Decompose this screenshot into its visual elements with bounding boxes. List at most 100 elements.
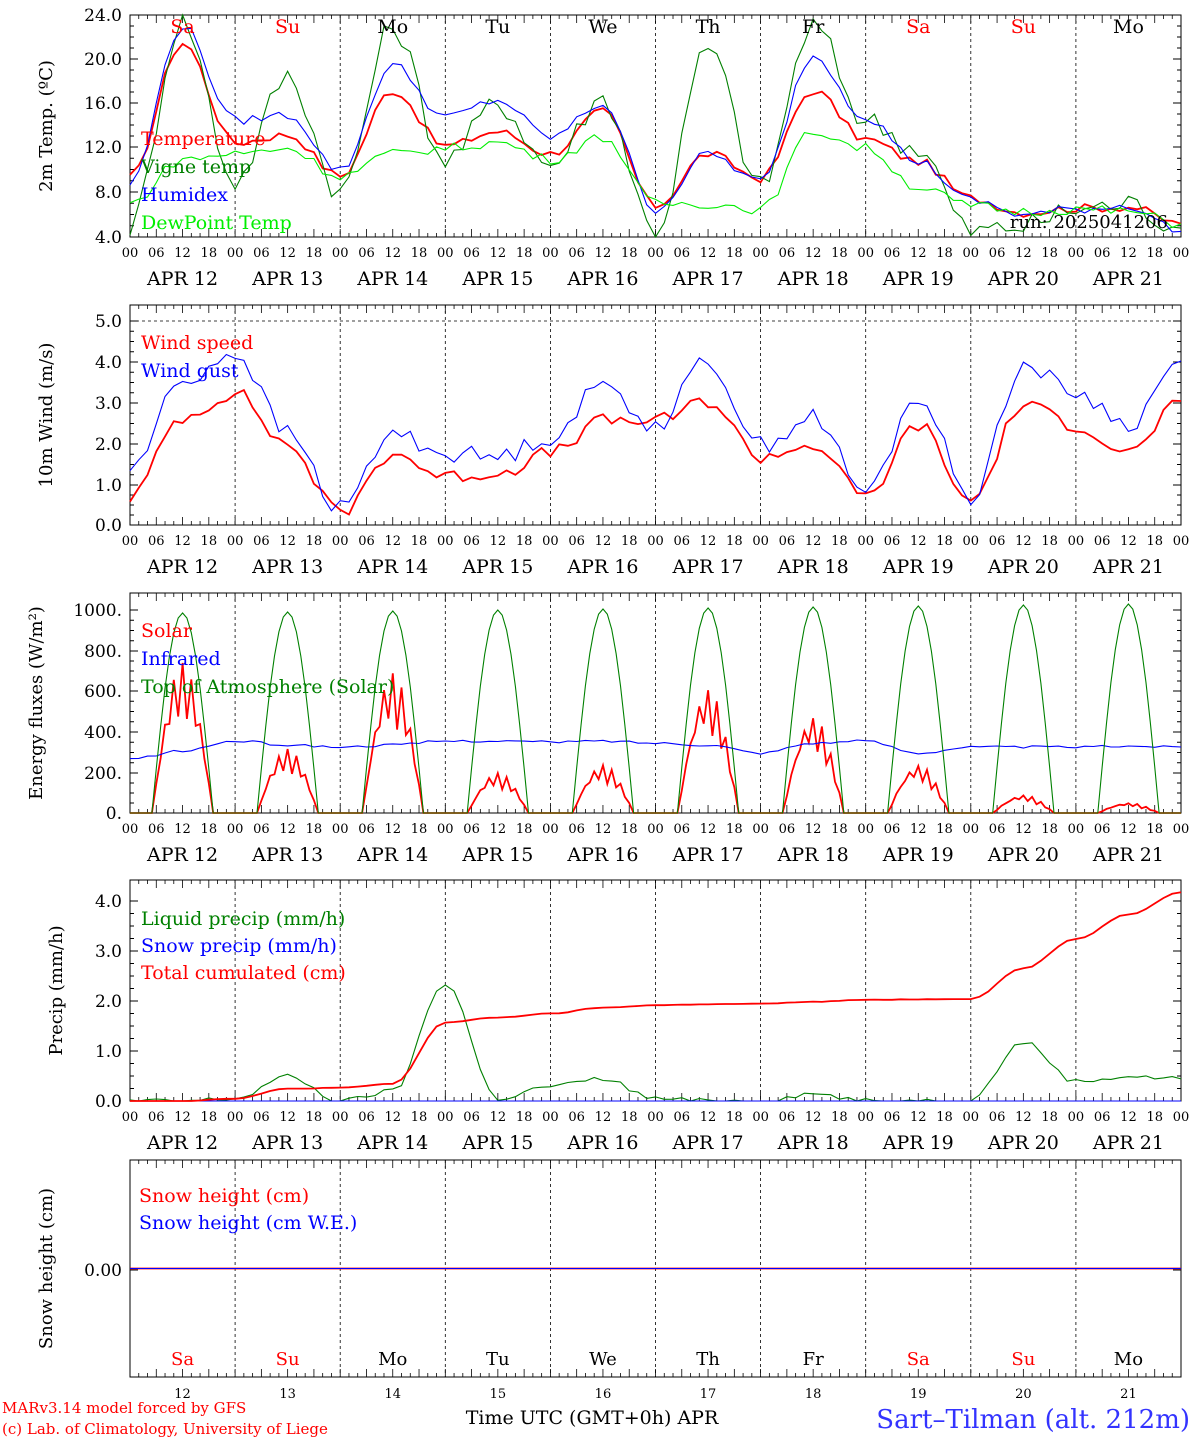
legend-entry: Humidex [141, 184, 228, 206]
hour-tick-label: 12 [490, 534, 507, 549]
hour-tick-label: 18 [201, 822, 218, 837]
footer-copyright: (c) Lab. of Climatology, University of L… [2, 1420, 328, 1438]
y-tick-label: 600. [84, 682, 122, 702]
weekday-label: Mo [1114, 1349, 1143, 1370]
hour-tick-label: 00 [227, 822, 244, 837]
x-axis-title: Time UTC (GMT+0h) APR [466, 1407, 719, 1429]
hour-tick-label: 06 [1094, 534, 1111, 549]
hour-tick-label: 00 [963, 1110, 980, 1125]
hour-tick-label: 12 [384, 822, 401, 837]
hour-tick-label: 12 [595, 822, 612, 837]
hour-tick-label: 00 [1068, 822, 1085, 837]
hour-tick-label: 00 [437, 246, 454, 261]
legend-entry: Snow height (cm W.E.) [139, 1212, 357, 1234]
date-label: APR 18 [777, 556, 849, 578]
hour-tick-label: 00 [332, 1110, 349, 1125]
weekday-label: Sa [907, 1349, 930, 1370]
legend-entry: DewPoint Temp [141, 212, 292, 234]
y-tick-label: 3.0 [95, 942, 122, 962]
hour-tick-label: 12 [1120, 534, 1137, 549]
hour-tick-label: 18 [621, 534, 638, 549]
date-label: APR 16 [566, 844, 638, 866]
hour-tick-label: 12 [910, 534, 927, 549]
y-tick-label: 20.0 [84, 50, 122, 70]
hour-tick-label: 06 [463, 246, 480, 261]
hour-tick-label: 12 [700, 822, 717, 837]
date-label: APR 13 [251, 556, 323, 578]
hour-tick-label: 18 [1146, 534, 1163, 549]
hour-tick-label: 06 [884, 1110, 901, 1125]
hour-tick-label: 00 [227, 246, 244, 261]
hour-tick-label: 00 [1173, 822, 1190, 837]
hour-tick-label: 06 [779, 1110, 796, 1125]
hour-tick-label: 06 [779, 534, 796, 549]
hour-tick-label: 18 [831, 246, 848, 261]
series-total-cumulated-cm- [130, 891, 1182, 1102]
hour-tick-label: 12 [490, 1110, 507, 1125]
hour-tick-label: 18 [201, 534, 218, 549]
hour-tick-label: 06 [358, 1110, 375, 1125]
hour-tick-label: 00 [542, 534, 559, 549]
hour-tick-label: 12 [384, 534, 401, 549]
weekday-label: Tu [485, 16, 510, 38]
hour-tick-label: 18 [516, 534, 533, 549]
hour-tick-label: 18 [1041, 822, 1058, 837]
legend-entry: Temperature [141, 128, 265, 150]
hour-tick-label: 06 [463, 822, 480, 837]
hour-tick-label: 00 [647, 1110, 664, 1125]
date-label: APR 12 [146, 844, 218, 866]
hour-tick-label: 00 [1173, 1110, 1190, 1125]
date-label: APR 15 [461, 556, 533, 578]
bottom-day-number: 13 [279, 1387, 296, 1402]
hour-tick-label: 12 [174, 822, 191, 837]
hour-tick-label: 12 [174, 1110, 191, 1125]
hour-tick-label: 06 [674, 822, 691, 837]
hour-tick-label: 18 [1146, 246, 1163, 261]
hour-tick-label: 18 [726, 534, 743, 549]
hour-tick-label: 00 [122, 246, 139, 261]
legend-entry: Snow height (cm) [139, 1185, 309, 1207]
y-tick-label: 0.0 [95, 1092, 122, 1112]
bottom-day-number: 18 [805, 1387, 822, 1402]
hour-tick-label: 12 [805, 822, 822, 837]
y-tick-label: 3.0 [95, 394, 122, 414]
weekday-label: Sa [906, 16, 930, 38]
y-tick-label: 2.0 [95, 992, 122, 1012]
hour-tick-label: 18 [936, 246, 953, 261]
weekday-label: Sa [170, 16, 194, 38]
y-tick-label: 200. [84, 764, 122, 784]
series-dewpoint-temp [129, 131, 1182, 229]
hour-tick-label: 18 [936, 1110, 953, 1125]
weekday-label: Th [696, 1349, 720, 1370]
hour-tick-label: 12 [595, 246, 612, 261]
hour-tick-label: 12 [384, 246, 401, 261]
weekday-label: Th [696, 16, 721, 38]
hour-tick-label: 18 [831, 822, 848, 837]
hour-tick-label: 06 [779, 246, 796, 261]
weekday-label: Mo [377, 16, 408, 38]
hour-tick-label: 00 [1173, 246, 1190, 261]
hour-tick-label: 00 [332, 822, 349, 837]
hour-tick-label: 12 [279, 822, 296, 837]
y-tick-label: 0.00 [84, 1261, 122, 1281]
y-tick-label: 400. [84, 723, 122, 743]
hour-tick-label: 06 [148, 534, 165, 549]
weekday-label: Mo [378, 1349, 407, 1370]
y-tick-label: 5.0 [95, 312, 122, 332]
hour-tick-label: 06 [779, 822, 796, 837]
hour-tick-label: 18 [1146, 822, 1163, 837]
hour-tick-label: 12 [1015, 246, 1032, 261]
hour-tick-label: 18 [411, 1110, 428, 1125]
y-axis-label: Snow height (cm) [36, 1188, 57, 1349]
hour-tick-label: 12 [595, 534, 612, 549]
hour-tick-label: 06 [989, 822, 1006, 837]
hour-tick-label: 00 [647, 822, 664, 837]
hour-tick-label: 12 [174, 246, 191, 261]
date-label: APR 21 [1092, 1132, 1164, 1154]
date-label: APR 20 [987, 1132, 1059, 1154]
hour-tick-label: 06 [989, 246, 1006, 261]
hour-tick-label: 18 [306, 246, 323, 261]
date-label: APR 17 [672, 268, 744, 290]
hour-tick-label: 00 [857, 1110, 874, 1125]
hour-tick-label: 00 [332, 246, 349, 261]
